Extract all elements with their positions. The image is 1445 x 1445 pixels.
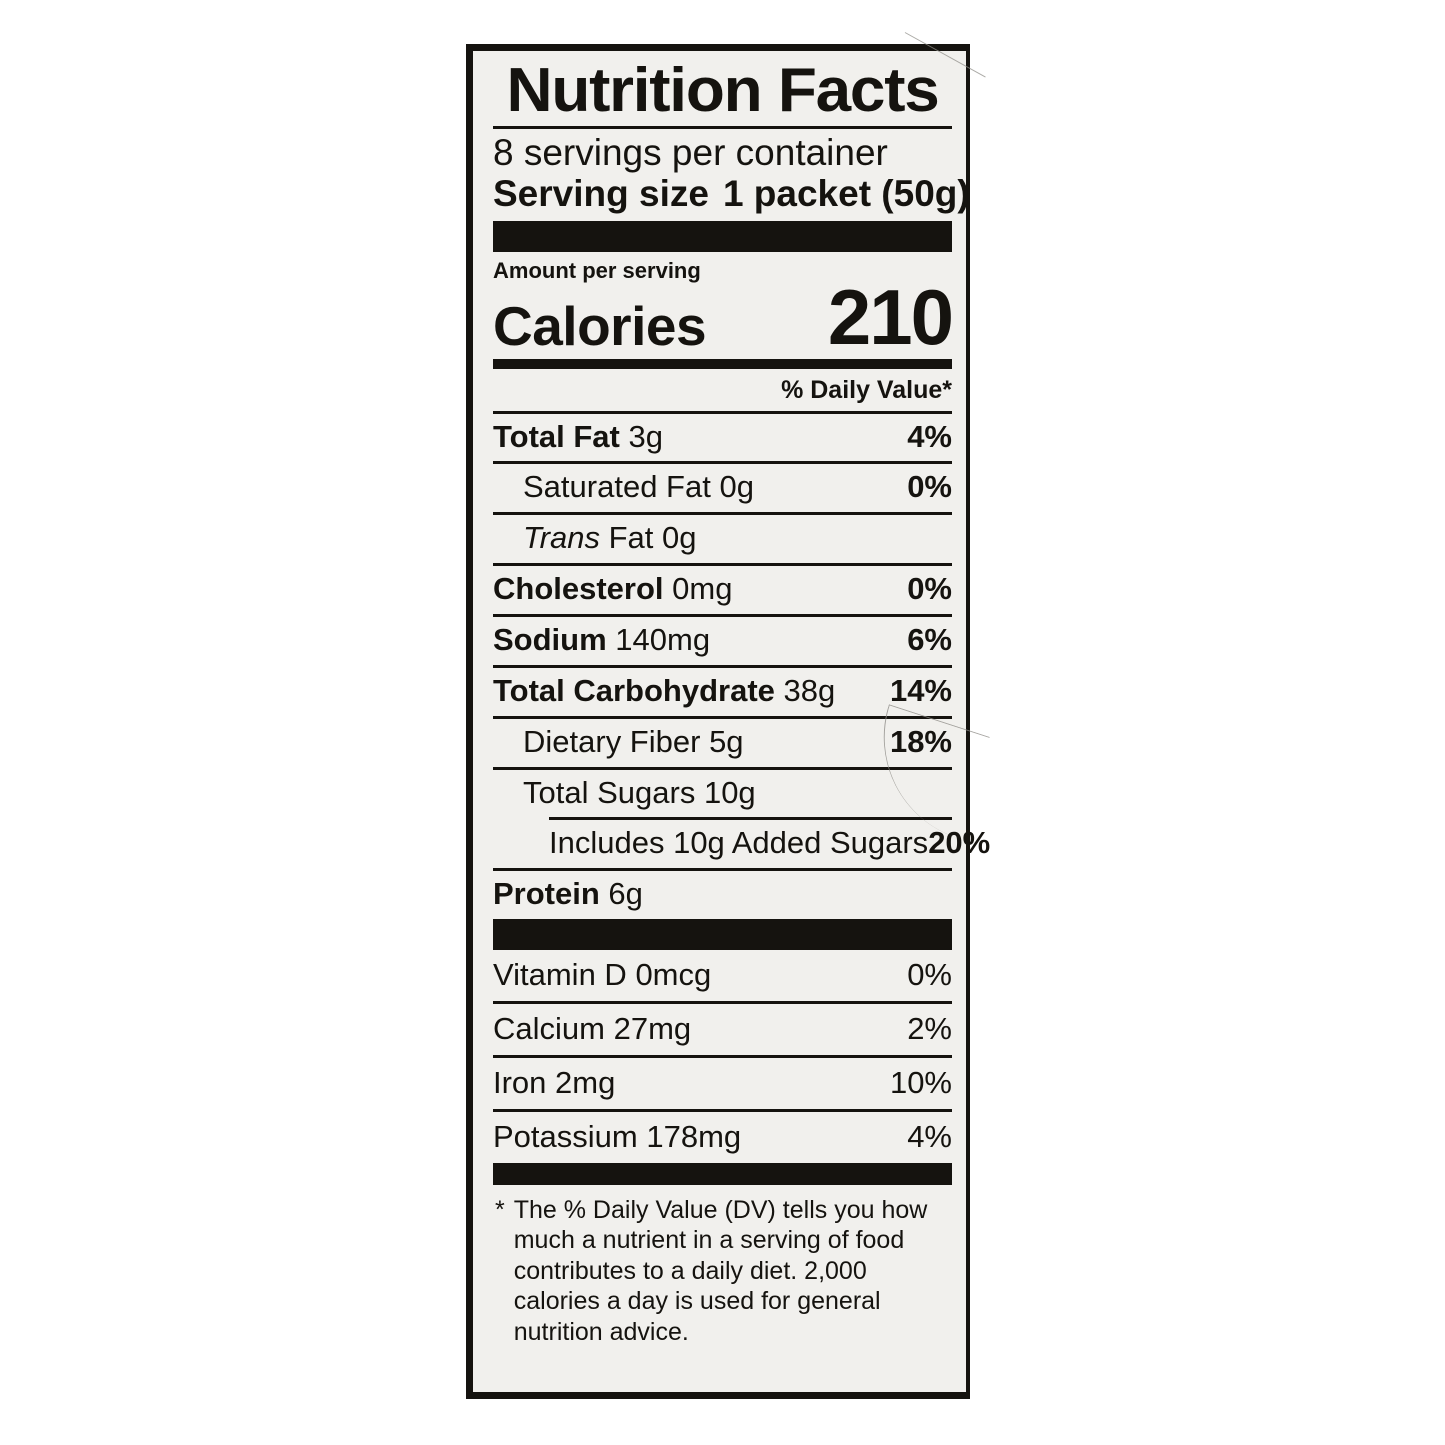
nutrient-row-dietary-fiber: Dietary Fiber 5g 18% xyxy=(493,719,952,767)
nutrient-row-added-sugars: Includes 10g Added Sugars 20% xyxy=(493,820,990,868)
row-divider xyxy=(493,868,952,872)
micronutrient-row-iron: Iron 2mg 10% xyxy=(493,1058,952,1109)
nutrient-amount: 140mg xyxy=(615,621,711,657)
footnote-text: The % Daily Value (DV) tells you how muc… xyxy=(513,1195,928,1346)
nutrient-name: Fat xyxy=(608,520,654,556)
serving-size-value: 1 packet (50g) xyxy=(722,173,970,215)
serving-size-row: Serving size 1 packet (50g) xyxy=(493,173,970,215)
micronutrient-amount: 2mg xyxy=(555,1064,616,1100)
micronutrient-dv: 10% xyxy=(889,1064,952,1100)
row-divider xyxy=(493,1108,952,1112)
micronutrient-amount: 178mg xyxy=(646,1118,742,1154)
micronutrient-name: Iron xyxy=(493,1064,547,1100)
daily-value-header: % Daily Value* xyxy=(781,375,952,404)
nutrient-row-total-fat: Total Fat 3g 4% xyxy=(493,414,952,462)
nutrient-row-sodium: Sodium 140mg 6% xyxy=(493,617,952,665)
calories-top-bar xyxy=(493,220,952,252)
nutrient-row-saturated-fat: Saturated Fat 0g 0% xyxy=(493,464,952,512)
footnote-asterisk: * xyxy=(495,1195,505,1224)
serving-size-label: Serving size xyxy=(493,173,709,215)
row-divider xyxy=(493,1054,952,1058)
nutrient-amount: 10g xyxy=(703,774,756,810)
nutrient-dv: 6% xyxy=(907,621,952,657)
nutrient-name: Includes 10g Added Sugars xyxy=(549,825,929,861)
nutrient-dv: 20% xyxy=(928,825,991,861)
row-divider xyxy=(493,613,952,617)
title-divider xyxy=(493,125,952,129)
calories-row: Calories 210 xyxy=(493,272,954,361)
nutrient-row-protein: Protein 6g xyxy=(493,871,952,919)
daily-value-footnote: * The % Daily Value (DV) tells you how m… xyxy=(493,1185,952,1348)
nutrition-panel-inner: Nutrition Facts 8 servings per container… xyxy=(473,56,990,1402)
nutrient-dv: 0% xyxy=(907,571,952,607)
nutrient-dv: 14% xyxy=(889,672,952,708)
nutrient-row-trans-fat: Trans Fat 0g xyxy=(493,515,952,563)
nutrient-name: Saturated Fat xyxy=(523,469,711,505)
nutrient-row-total-carbohydrate: Total Carbohydrate 38g 14% xyxy=(493,668,952,716)
micronutrient-name: Potassium xyxy=(493,1118,638,1154)
micronutrient-name: Vitamin D xyxy=(493,957,627,993)
micronutrient-row-potassium: Potassium 178mg 4% xyxy=(493,1112,952,1163)
nutrient-amount: 0g xyxy=(662,520,697,556)
row-divider xyxy=(493,766,952,770)
nutrient-amount: 3g xyxy=(628,418,663,454)
row-divider xyxy=(493,512,952,516)
nutrition-facts-panel: Nutrition Facts 8 servings per container… xyxy=(466,44,990,1402)
nutrient-amount: 5g xyxy=(709,723,744,759)
row-divider-indented xyxy=(549,817,952,821)
nutrient-name: Sodium xyxy=(493,621,607,657)
page-title: Nutrition Facts xyxy=(506,56,939,125)
nutrient-amount: 0mg xyxy=(672,571,733,607)
nutrient-name-italic: Trans xyxy=(523,520,600,556)
nutrient-name: Total Fat xyxy=(493,418,620,454)
micronutrient-row-vitamin-d: Vitamin D 0mcg 0% xyxy=(493,950,952,1001)
nutrient-dv: 0% xyxy=(907,469,952,505)
row-divider xyxy=(493,410,952,414)
nutrient-row-total-sugars: Total Sugars 10g xyxy=(493,770,952,818)
nutrient-amount: 6g xyxy=(608,876,643,912)
nutrient-row-cholesterol: Cholesterol 0mg 0% xyxy=(493,566,952,614)
footnote-top-bar xyxy=(493,1162,952,1185)
micronutrient-name: Calcium xyxy=(493,1010,605,1046)
servings-per-container: 8 servings per container xyxy=(493,131,888,173)
nutrient-name: Protein xyxy=(493,876,600,912)
nutrient-name: Total Sugars xyxy=(523,774,696,810)
calories-bottom-bar xyxy=(493,358,952,369)
nutrient-name: Total Carbohydrate xyxy=(493,672,775,708)
micronutrient-dv: 4% xyxy=(907,1118,952,1154)
nutrient-amount: 0g xyxy=(719,469,754,505)
micronutrient-dv: 0% xyxy=(907,957,952,993)
micronutrient-row-calcium: Calcium 27mg 2% xyxy=(493,1004,952,1055)
nutrient-dv: 18% xyxy=(889,723,952,759)
nutrient-name: Dietary Fiber xyxy=(523,723,701,759)
micronutrient-dv: 2% xyxy=(907,1010,952,1046)
row-divider xyxy=(493,715,952,719)
micronutrient-amount: 0mcg xyxy=(635,957,712,993)
nutrient-dv: 4% xyxy=(907,418,952,454)
nutrient-amount: 38g xyxy=(783,672,836,708)
micronutrient-top-bar xyxy=(493,919,952,951)
row-divider xyxy=(493,563,952,567)
amount-per-serving-label: Amount per serving xyxy=(493,257,701,283)
row-divider xyxy=(493,461,952,465)
micronutrient-amount: 27mg xyxy=(613,1010,692,1046)
row-divider xyxy=(493,664,952,668)
calories-label: Calories xyxy=(493,295,707,358)
calories-value: 210 xyxy=(827,272,954,361)
row-divider xyxy=(493,1000,952,1004)
nutrient-name: Cholesterol xyxy=(493,571,664,607)
